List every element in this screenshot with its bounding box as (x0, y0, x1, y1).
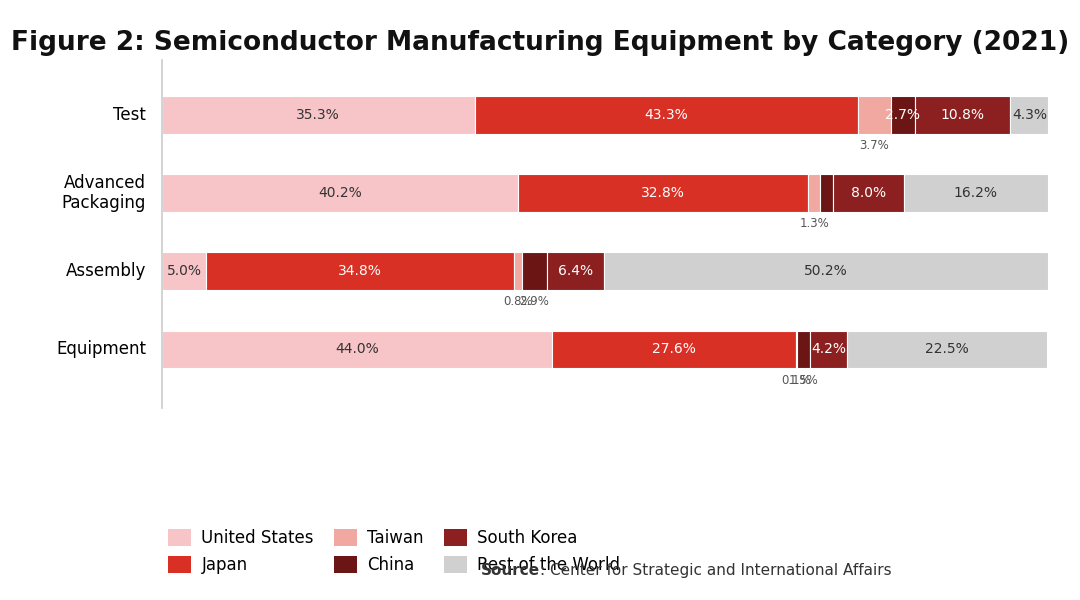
Bar (797, 331, 810, 368)
Text: 2.7%: 2.7% (886, 108, 920, 122)
Bar (162, 174, 518, 212)
Bar (548, 253, 604, 290)
Text: 0.1%: 0.1% (782, 374, 811, 386)
Bar (162, 331, 552, 368)
Text: 10.8%: 10.8% (941, 108, 985, 122)
Text: 22.5%: 22.5% (926, 343, 969, 356)
Bar (514, 253, 522, 290)
Bar (518, 174, 809, 212)
Text: 8.0%: 8.0% (851, 186, 887, 200)
Bar (474, 96, 859, 134)
Text: 40.2%: 40.2% (319, 186, 362, 200)
Bar (848, 331, 1047, 368)
Text: 1.5%: 1.5% (788, 374, 819, 386)
Text: 43.3%: 43.3% (645, 108, 688, 122)
Bar (604, 253, 1049, 290)
Text: 5.0%: 5.0% (166, 264, 202, 278)
Text: 44.0%: 44.0% (335, 343, 379, 356)
Bar (552, 331, 796, 368)
Legend: United States, Japan, Taiwan, China, South Korea, Rest of the World: United States, Japan, Taiwan, China, Sou… (162, 523, 626, 581)
Text: Source: Source (481, 563, 540, 578)
Text: 1.3%: 1.3% (799, 217, 829, 230)
Text: : Center for Strategic and International Affairs: : Center for Strategic and International… (540, 563, 892, 578)
Text: 3.7%: 3.7% (860, 139, 889, 152)
Bar (834, 174, 904, 212)
Bar (820, 174, 834, 212)
Text: 2.9%: 2.9% (519, 295, 550, 308)
Bar (915, 96, 1011, 134)
Text: 32.8%: 32.8% (642, 186, 685, 200)
Text: 6.4%: 6.4% (558, 264, 593, 278)
Bar (904, 174, 1048, 212)
Bar (162, 96, 474, 134)
Bar (891, 96, 915, 134)
Text: 50.2%: 50.2% (805, 264, 848, 278)
Text: 16.2%: 16.2% (954, 186, 998, 200)
Bar (206, 253, 514, 290)
Text: 0.8%: 0.8% (503, 295, 532, 308)
Text: 34.8%: 34.8% (338, 264, 382, 278)
Bar (809, 174, 820, 212)
Text: 4.3%: 4.3% (1012, 108, 1047, 122)
Bar (162, 253, 206, 290)
Bar (810, 331, 848, 368)
Bar (1011, 96, 1049, 134)
Text: 35.3%: 35.3% (296, 108, 340, 122)
Text: 27.6%: 27.6% (652, 343, 696, 356)
Text: Figure 2: Semiconductor Manufacturing Equipment by Category (2021): Figure 2: Semiconductor Manufacturing Eq… (11, 30, 1069, 56)
Bar (522, 253, 548, 290)
Text: 4.2%: 4.2% (811, 343, 847, 356)
Bar (859, 96, 891, 134)
